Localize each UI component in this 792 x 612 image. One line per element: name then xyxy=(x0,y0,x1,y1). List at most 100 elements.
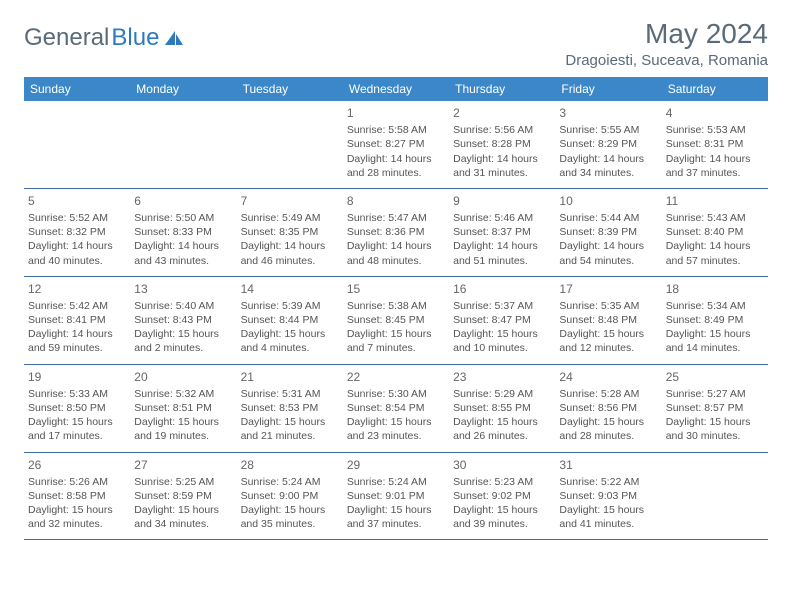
calendar-cell: 30Sunrise: 5:23 AMSunset: 9:02 PMDayligh… xyxy=(449,452,555,540)
day-info-line: Daylight: 14 hours xyxy=(559,239,657,253)
day-number: 30 xyxy=(453,457,551,473)
day-number: 16 xyxy=(453,281,551,297)
calendar-cell-empty xyxy=(237,101,343,188)
day-info-line: Daylight: 15 hours xyxy=(347,503,445,517)
day-info-line: Sunrise: 5:24 AM xyxy=(241,475,339,489)
day-info-line: Daylight: 15 hours xyxy=(453,415,551,429)
day-info-line: Daylight: 15 hours xyxy=(28,503,126,517)
calendar-table: SundayMondayTuesdayWednesdayThursdayFrid… xyxy=(24,77,768,540)
day-info-line: and 37 minutes. xyxy=(666,166,764,180)
calendar-cell-empty xyxy=(130,101,236,188)
day-info-line: Sunset: 8:44 PM xyxy=(241,313,339,327)
calendar-cell: 6Sunrise: 5:50 AMSunset: 8:33 PMDaylight… xyxy=(130,188,236,276)
calendar-body: 1Sunrise: 5:58 AMSunset: 8:27 PMDaylight… xyxy=(24,101,768,540)
day-info-line: Sunset: 8:39 PM xyxy=(559,225,657,239)
calendar-cell: 28Sunrise: 5:24 AMSunset: 9:00 PMDayligh… xyxy=(237,452,343,540)
day-info-line: Daylight: 15 hours xyxy=(241,327,339,341)
day-info-line: Sunrise: 5:24 AM xyxy=(347,475,445,489)
day-info-line: Sunset: 9:02 PM xyxy=(453,489,551,503)
day-info-line: Sunrise: 5:31 AM xyxy=(241,387,339,401)
calendar-cell: 11Sunrise: 5:43 AMSunset: 8:40 PMDayligh… xyxy=(662,188,768,276)
day-info-line: Sunrise: 5:58 AM xyxy=(347,123,445,137)
day-info-line: Sunset: 8:49 PM xyxy=(666,313,764,327)
day-number: 4 xyxy=(666,105,764,121)
day-number: 27 xyxy=(134,457,232,473)
day-info-line: and 54 minutes. xyxy=(559,254,657,268)
day-info-line: Sunrise: 5:52 AM xyxy=(28,211,126,225)
title-block: May 2024 Dragoiesti, Suceava, Romania xyxy=(565,18,768,69)
day-info-line: Sunset: 8:54 PM xyxy=(347,401,445,415)
day-info-line: Sunrise: 5:53 AM xyxy=(666,123,764,137)
day-number: 13 xyxy=(134,281,232,297)
day-info-line: and 59 minutes. xyxy=(28,341,126,355)
day-info-line: Sunset: 8:58 PM xyxy=(28,489,126,503)
calendar-cell: 5Sunrise: 5:52 AMSunset: 8:32 PMDaylight… xyxy=(24,188,130,276)
day-info-line: and 43 minutes. xyxy=(134,254,232,268)
day-info-line: Sunrise: 5:22 AM xyxy=(559,475,657,489)
day-info-line: Sunset: 8:40 PM xyxy=(666,225,764,239)
calendar-cell: 2Sunrise: 5:56 AMSunset: 8:28 PMDaylight… xyxy=(449,101,555,188)
day-number: 8 xyxy=(347,193,445,209)
day-info-line: Sunset: 8:51 PM xyxy=(134,401,232,415)
day-info-line: Sunset: 8:47 PM xyxy=(453,313,551,327)
brand-part1: General xyxy=(24,24,109,52)
day-info-line: and 39 minutes. xyxy=(453,517,551,531)
day-info-line: Daylight: 15 hours xyxy=(241,503,339,517)
day-info-line: Sunrise: 5:50 AM xyxy=(134,211,232,225)
day-info-line: Sunrise: 5:38 AM xyxy=(347,299,445,313)
day-info-line: Daylight: 14 hours xyxy=(666,239,764,253)
day-info-line: and 35 minutes. xyxy=(241,517,339,531)
day-info-line: Daylight: 15 hours xyxy=(453,503,551,517)
month-title: May 2024 xyxy=(565,18,768,50)
day-info-line: Daylight: 15 hours xyxy=(241,415,339,429)
header: GeneralBlue May 2024 Dragoiesti, Suceava… xyxy=(24,18,768,69)
day-info-line: and 4 minutes. xyxy=(241,341,339,355)
day-info-line: Sunrise: 5:33 AM xyxy=(28,387,126,401)
sail-icon xyxy=(163,29,185,47)
weekday-header: Wednesday xyxy=(343,77,449,101)
calendar-cell: 26Sunrise: 5:26 AMSunset: 8:58 PMDayligh… xyxy=(24,452,130,540)
day-number: 7 xyxy=(241,193,339,209)
day-info-line: Sunset: 8:32 PM xyxy=(28,225,126,239)
day-info-line: and 10 minutes. xyxy=(453,341,551,355)
day-info-line: Sunset: 8:57 PM xyxy=(666,401,764,415)
day-info-line: Sunrise: 5:26 AM xyxy=(28,475,126,489)
weekday-header: Saturday xyxy=(662,77,768,101)
day-info-line: Sunrise: 5:30 AM xyxy=(347,387,445,401)
weekday-header: Tuesday xyxy=(237,77,343,101)
day-info-line: Daylight: 15 hours xyxy=(559,415,657,429)
weekday-header: Thursday xyxy=(449,77,555,101)
calendar-cell: 21Sunrise: 5:31 AMSunset: 8:53 PMDayligh… xyxy=(237,364,343,452)
brand-logo: GeneralBlue xyxy=(24,24,185,52)
calendar-cell: 3Sunrise: 5:55 AMSunset: 8:29 PMDaylight… xyxy=(555,101,661,188)
day-info-line: Sunset: 9:00 PM xyxy=(241,489,339,503)
day-info-line: and 28 minutes. xyxy=(347,166,445,180)
weekday-header: Friday xyxy=(555,77,661,101)
calendar-cell: 13Sunrise: 5:40 AMSunset: 8:43 PMDayligh… xyxy=(130,276,236,364)
day-number: 1 xyxy=(347,105,445,121)
day-info-line: Sunset: 9:03 PM xyxy=(559,489,657,503)
day-number: 2 xyxy=(453,105,551,121)
calendar-cell: 29Sunrise: 5:24 AMSunset: 9:01 PMDayligh… xyxy=(343,452,449,540)
calendar-row: 1Sunrise: 5:58 AMSunset: 8:27 PMDaylight… xyxy=(24,101,768,188)
day-info-line: Sunset: 8:29 PM xyxy=(559,137,657,151)
day-info-line: Daylight: 15 hours xyxy=(134,415,232,429)
day-info-line: Sunrise: 5:46 AM xyxy=(453,211,551,225)
day-number: 19 xyxy=(28,369,126,385)
day-info-line: Sunset: 8:43 PM xyxy=(134,313,232,327)
day-info-line: Daylight: 15 hours xyxy=(666,327,764,341)
day-number: 20 xyxy=(134,369,232,385)
day-info-line: Sunset: 8:48 PM xyxy=(559,313,657,327)
calendar-cell-empty xyxy=(662,452,768,540)
day-info-line: Sunrise: 5:32 AM xyxy=(134,387,232,401)
day-number: 29 xyxy=(347,457,445,473)
day-info-line: Daylight: 14 hours xyxy=(134,239,232,253)
day-info-line: and 30 minutes. xyxy=(666,429,764,443)
day-info-line: Sunrise: 5:55 AM xyxy=(559,123,657,137)
day-info-line: Sunrise: 5:39 AM xyxy=(241,299,339,313)
calendar-row: 5Sunrise: 5:52 AMSunset: 8:32 PMDaylight… xyxy=(24,188,768,276)
day-number: 17 xyxy=(559,281,657,297)
day-info-line: Sunrise: 5:43 AM xyxy=(666,211,764,225)
calendar-cell-empty xyxy=(24,101,130,188)
day-number: 14 xyxy=(241,281,339,297)
